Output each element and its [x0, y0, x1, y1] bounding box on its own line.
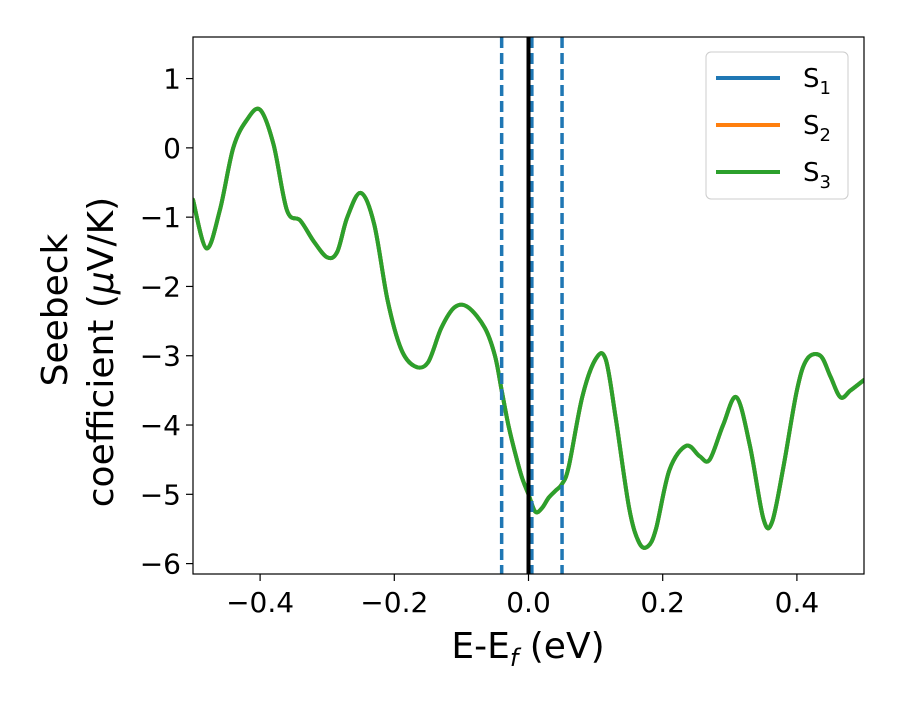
legend: S1 S2 S3 [705, 51, 849, 200]
y-tick-label: −1 [140, 201, 181, 234]
x-axis-label: E-Ef (eV) [451, 626, 604, 672]
x-tick-label: 0.0 [506, 586, 551, 619]
y-axis-ticks: 1 0 −1 −2 −3 −4 −5 −6 [140, 63, 193, 581]
legend-label-s1: S1 [803, 64, 831, 99]
y-axis-label-line2: coefficient (μV/K) [81, 197, 122, 507]
series-line-s3 [193, 106, 864, 550]
y-tick-label: −2 [140, 270, 181, 303]
x-axis-label-suffix: (eV) [518, 626, 604, 667]
x-tick-label: −0.2 [360, 586, 428, 619]
y-axis-label-prefix: coefficient ( [81, 294, 122, 507]
legend-label-s3: S3 [803, 158, 831, 193]
y-tick-label: 1 [163, 63, 181, 96]
legend-label-s2: S2 [803, 111, 831, 146]
x-axis-label-main: E-E [451, 626, 509, 667]
x-tick-label: 0.4 [775, 586, 820, 619]
y-tick-label: 0 [163, 132, 181, 165]
y-tick-label: −4 [140, 409, 181, 442]
y-axis-label-mu: μ [81, 271, 122, 295]
reference-lines [499, 37, 564, 574]
y-tick-label: −5 [140, 478, 181, 511]
series-group [193, 106, 864, 550]
y-axis-label-unit: V/K) [81, 197, 122, 271]
x-axis-ticks: −0.4 −0.2 0.0 0.2 0.4 [226, 574, 819, 619]
x-tick-label: 0.2 [640, 586, 685, 619]
y-tick-label: −6 [140, 548, 181, 581]
x-tick-label: −0.4 [226, 586, 294, 619]
y-axis-label-line1: Seebeck [35, 233, 76, 386]
y-tick-label: −3 [140, 340, 181, 373]
